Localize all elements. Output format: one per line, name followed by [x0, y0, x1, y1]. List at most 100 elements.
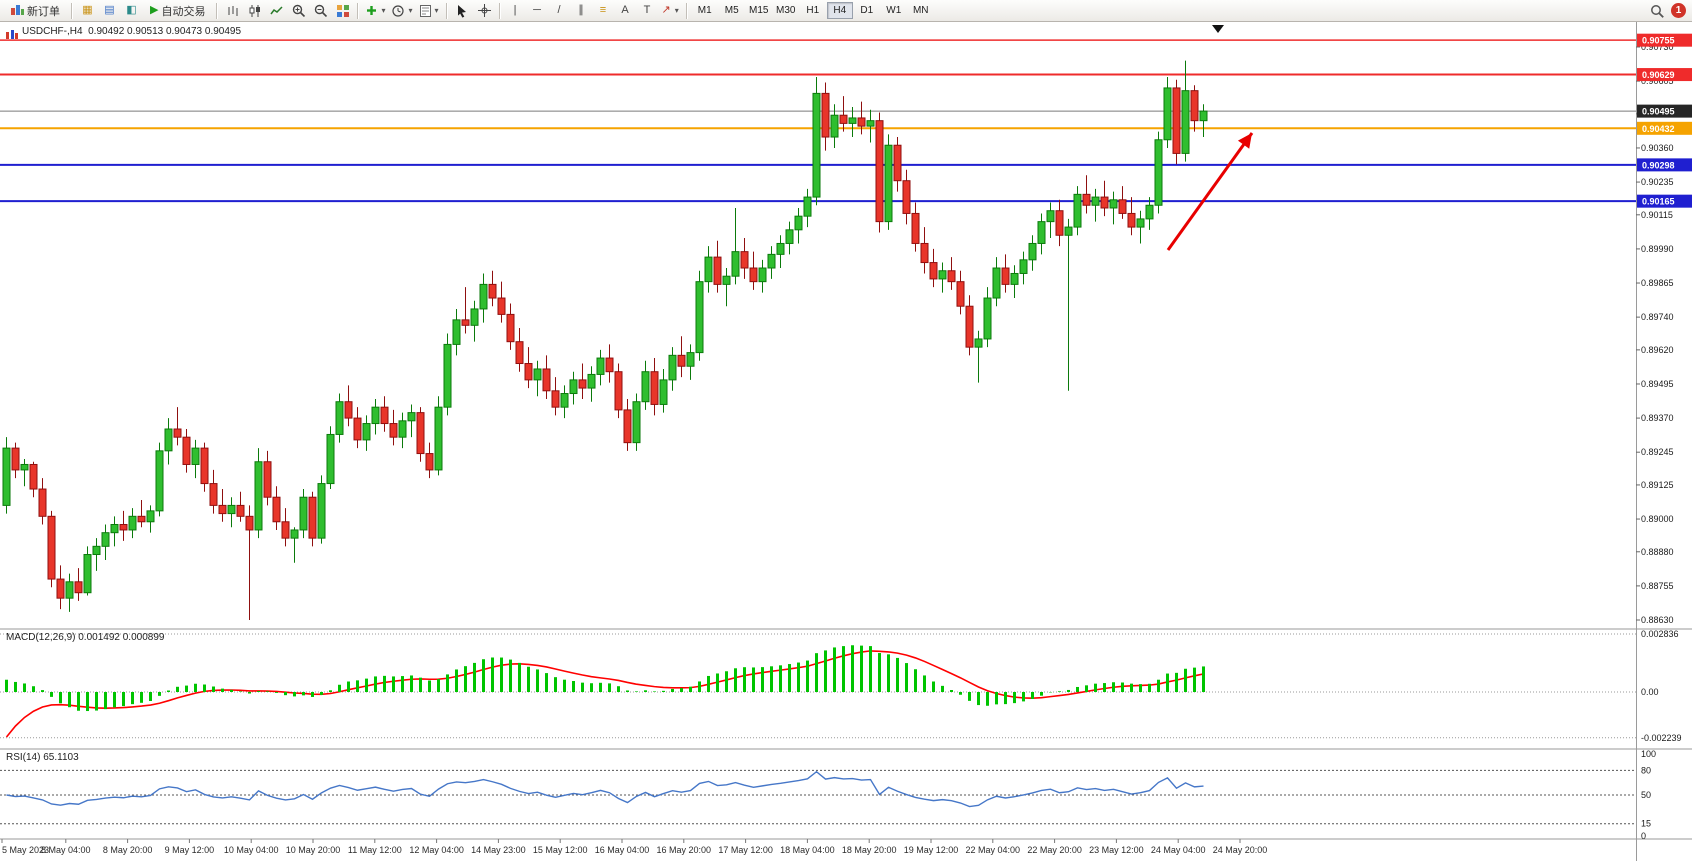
- horizontal-line-icon: ─: [533, 4, 541, 16]
- fibonacci-button[interactable]: ≡: [593, 1, 614, 20]
- svg-text:0.89495: 0.89495: [1641, 379, 1674, 389]
- templates-button[interactable]: ▾: [417, 1, 442, 20]
- svg-text:0.002836: 0.002836: [1641, 629, 1679, 639]
- svg-text:0.89865: 0.89865: [1641, 278, 1674, 288]
- svg-text:24 May 20:00: 24 May 20:00: [1213, 845, 1268, 855]
- svg-text:22 May 20:00: 22 May 20:00: [1027, 845, 1082, 855]
- svg-text:23 May 12:00: 23 May 12:00: [1089, 845, 1144, 855]
- rsi-panel: 100 80 50 15 0: [0, 749, 1656, 841]
- navigator-button[interactable]: ◧: [121, 1, 142, 20]
- svg-text:0.90730: 0.90730: [1641, 42, 1674, 52]
- clock-icon: [392, 4, 405, 17]
- svg-text:16 May 20:00: 16 May 20:00: [657, 845, 712, 855]
- svg-text:0.88630: 0.88630: [1641, 615, 1674, 625]
- price-tag: [1637, 33, 1692, 47]
- auto-trading-play-icon: ▶: [150, 4, 159, 16]
- chart-canvas[interactable]: 0.907300.906050.904850.903600.902350.901…: [0, 22, 1692, 861]
- svg-text:15: 15: [1641, 819, 1651, 829]
- price-tag: [1637, 68, 1692, 82]
- trend-arrow-annotation[interactable]: [1166, 132, 1254, 251]
- bar-chart-button[interactable]: [222, 1, 243, 20]
- data-window-icon: ▤: [104, 4, 115, 16]
- macd-indicator-label: MACD(12,26,9) 0.001492 0.000899: [6, 632, 165, 643]
- svg-text:0.90360: 0.90360: [1641, 143, 1674, 153]
- zoom-out-button[interactable]: [310, 1, 331, 20]
- indicators-plus-icon: [367, 6, 377, 15]
- svg-text:0.90605: 0.90605: [1641, 76, 1674, 86]
- timeframe-h4[interactable]: H4: [826, 2, 853, 19]
- price-tag: [1637, 121, 1692, 135]
- timeframe-d1[interactable]: D1: [854, 2, 880, 19]
- periods-button[interactable]: ▾: [389, 1, 415, 20]
- tile-windows-icon: [336, 4, 349, 17]
- equidistant-channel-button[interactable]: ∥: [571, 1, 592, 20]
- svg-text:17 May 12:00: 17 May 12:00: [718, 845, 773, 855]
- rsi-indicator-label: RSI(14) 65.1103: [6, 752, 79, 763]
- svg-text:80: 80: [1641, 765, 1651, 775]
- bar-chart-icon: [228, 5, 238, 16]
- line-chart-button[interactable]: [266, 1, 287, 20]
- timeframe-mn[interactable]: MN: [908, 2, 934, 19]
- svg-text:0.89000: 0.89000: [1641, 514, 1674, 524]
- tile-windows-button[interactable]: [332, 1, 353, 20]
- trendline-button[interactable]: /: [549, 1, 570, 20]
- vertical-line-button[interactable]: |: [505, 1, 526, 20]
- toolbar-right-group: 1: [1646, 1, 1688, 20]
- timeframe-m15[interactable]: M15: [746, 2, 772, 19]
- macd-panel: 0.002836 0.00 -0.002239: [0, 629, 1682, 743]
- text-label-button[interactable]: T: [637, 1, 658, 20]
- notification-badge[interactable]: 1: [1671, 3, 1686, 18]
- timeframe-m5[interactable]: M5: [719, 2, 745, 19]
- text-tool-icon: A: [621, 4, 629, 16]
- channel-icon: ∥: [578, 4, 584, 16]
- toolbar-separator: [685, 2, 688, 19]
- cursor-button[interactable]: [452, 1, 473, 20]
- timeframe-m1[interactable]: M1: [692, 2, 718, 19]
- toolbar-separator: [357, 2, 360, 19]
- search-icon: [1650, 4, 1664, 18]
- svg-text:9 May 12:00: 9 May 12:00: [165, 845, 215, 855]
- svg-text:0.89245: 0.89245: [1641, 447, 1674, 457]
- svg-text:0.88880: 0.88880: [1641, 547, 1674, 557]
- auto-trading-button[interactable]: ▶ 自动交易: [143, 1, 212, 20]
- price-tag: [1637, 194, 1692, 208]
- zoom-in-button[interactable]: [288, 1, 309, 20]
- auto-trading-label: 自动交易: [161, 5, 206, 18]
- price-tag: [1637, 158, 1692, 172]
- timeframe-w1[interactable]: W1: [881, 2, 907, 19]
- svg-text:15 May 12:00: 15 May 12:00: [533, 845, 588, 855]
- vertical-line-icon: |: [513, 4, 517, 16]
- svg-text:14 May 23:00: 14 May 23:00: [471, 845, 526, 855]
- text-button[interactable]: A: [615, 1, 636, 20]
- arrows-tool-button[interactable]: ↗ ▾: [659, 1, 682, 20]
- crosshair-button[interactable]: [474, 1, 495, 20]
- indicators-button[interactable]: ▾: [363, 1, 388, 20]
- svg-text:10 May 20:00: 10 May 20:00: [286, 845, 341, 855]
- line-chart-icon: [270, 5, 283, 14]
- svg-text:0.90629: 0.90629: [1642, 70, 1675, 80]
- new-order-button[interactable]: 新订单: [4, 1, 67, 20]
- horizontal-line-button[interactable]: ─: [527, 1, 548, 20]
- text-label-icon: T: [643, 4, 651, 16]
- svg-text:0.90235: 0.90235: [1641, 177, 1674, 187]
- fibonacci-icon: ≡: [599, 4, 607, 16]
- data-window-button[interactable]: ▤: [99, 1, 120, 20]
- end-marker-icon: [1212, 25, 1224, 33]
- svg-text:0.88755: 0.88755: [1641, 581, 1674, 591]
- candlestick-chart-button[interactable]: [244, 1, 265, 20]
- timeframe-m30[interactable]: M30: [773, 2, 799, 19]
- svg-text:0: 0: [1641, 831, 1646, 841]
- market-watch-button[interactable]: ▦: [77, 1, 98, 20]
- symbol-info: USDCHF-,H4 0.90492 0.90513 0.90473 0.904…: [22, 26, 242, 37]
- svg-text:5 May 2023: 5 May 2023: [2, 845, 49, 855]
- search-button[interactable]: [1646, 1, 1667, 20]
- svg-text:0.89370: 0.89370: [1641, 413, 1674, 423]
- arrows-tool-icon: ↗: [661, 4, 671, 16]
- caret-down-icon: ▾: [434, 6, 439, 15]
- template-icon: [419, 4, 431, 17]
- caret-down-icon: ▾: [674, 6, 679, 15]
- svg-text:16 May 04:00: 16 May 04:00: [595, 845, 650, 855]
- timeframe-h1[interactable]: H1: [800, 2, 826, 19]
